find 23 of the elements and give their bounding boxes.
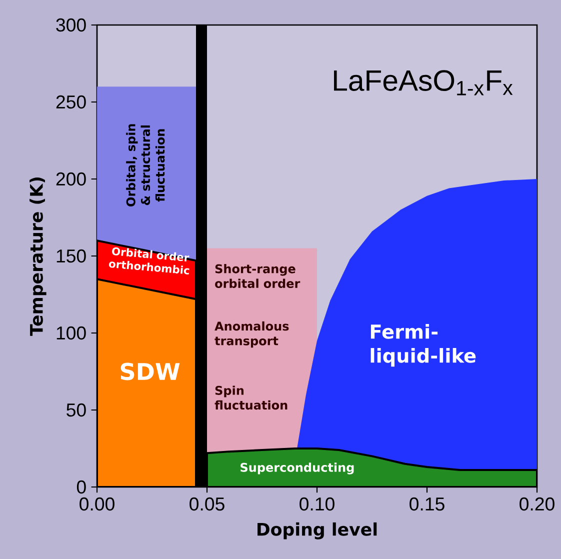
annotation: Fermi-liquid-like (370, 324, 476, 367)
annotation: SDW (120, 362, 180, 380)
x-tick-label: 0.10 (300, 497, 334, 511)
x-tick-label: 0.00 (80, 497, 114, 511)
annotation: Spin fluctuation (214, 386, 288, 410)
annotation: Anomalous transport (214, 321, 289, 348)
annotation: Superconducting (240, 462, 354, 474)
y-tick-label: 100 (56, 326, 86, 340)
annotation: Short-range orbital order (215, 264, 300, 288)
x-axis-title: Doping level (258, 522, 377, 540)
y-tick-label: 250 (56, 95, 86, 109)
y-tick-label: 50 (66, 403, 86, 417)
y-axis-title: Temperature (K) (30, 177, 46, 336)
x-tick-label: 0.20 (520, 497, 554, 511)
x-tick-label: 0.05 (190, 497, 224, 511)
y-tick-label: 300 (56, 18, 86, 32)
annotation: Orbital order orthorhombic (108, 247, 190, 274)
x-tick-label: 0.15 (410, 497, 444, 511)
annotation: Orbital, spin & structural fluctuation (126, 124, 165, 206)
y-tick-label: 150 (56, 249, 86, 263)
text: LaFeAsO$_{1-x}$F$_{x}$ (334, 70, 513, 96)
y-tick-label: 0 (76, 480, 86, 494)
y-tick-label: 200 (56, 172, 86, 186)
